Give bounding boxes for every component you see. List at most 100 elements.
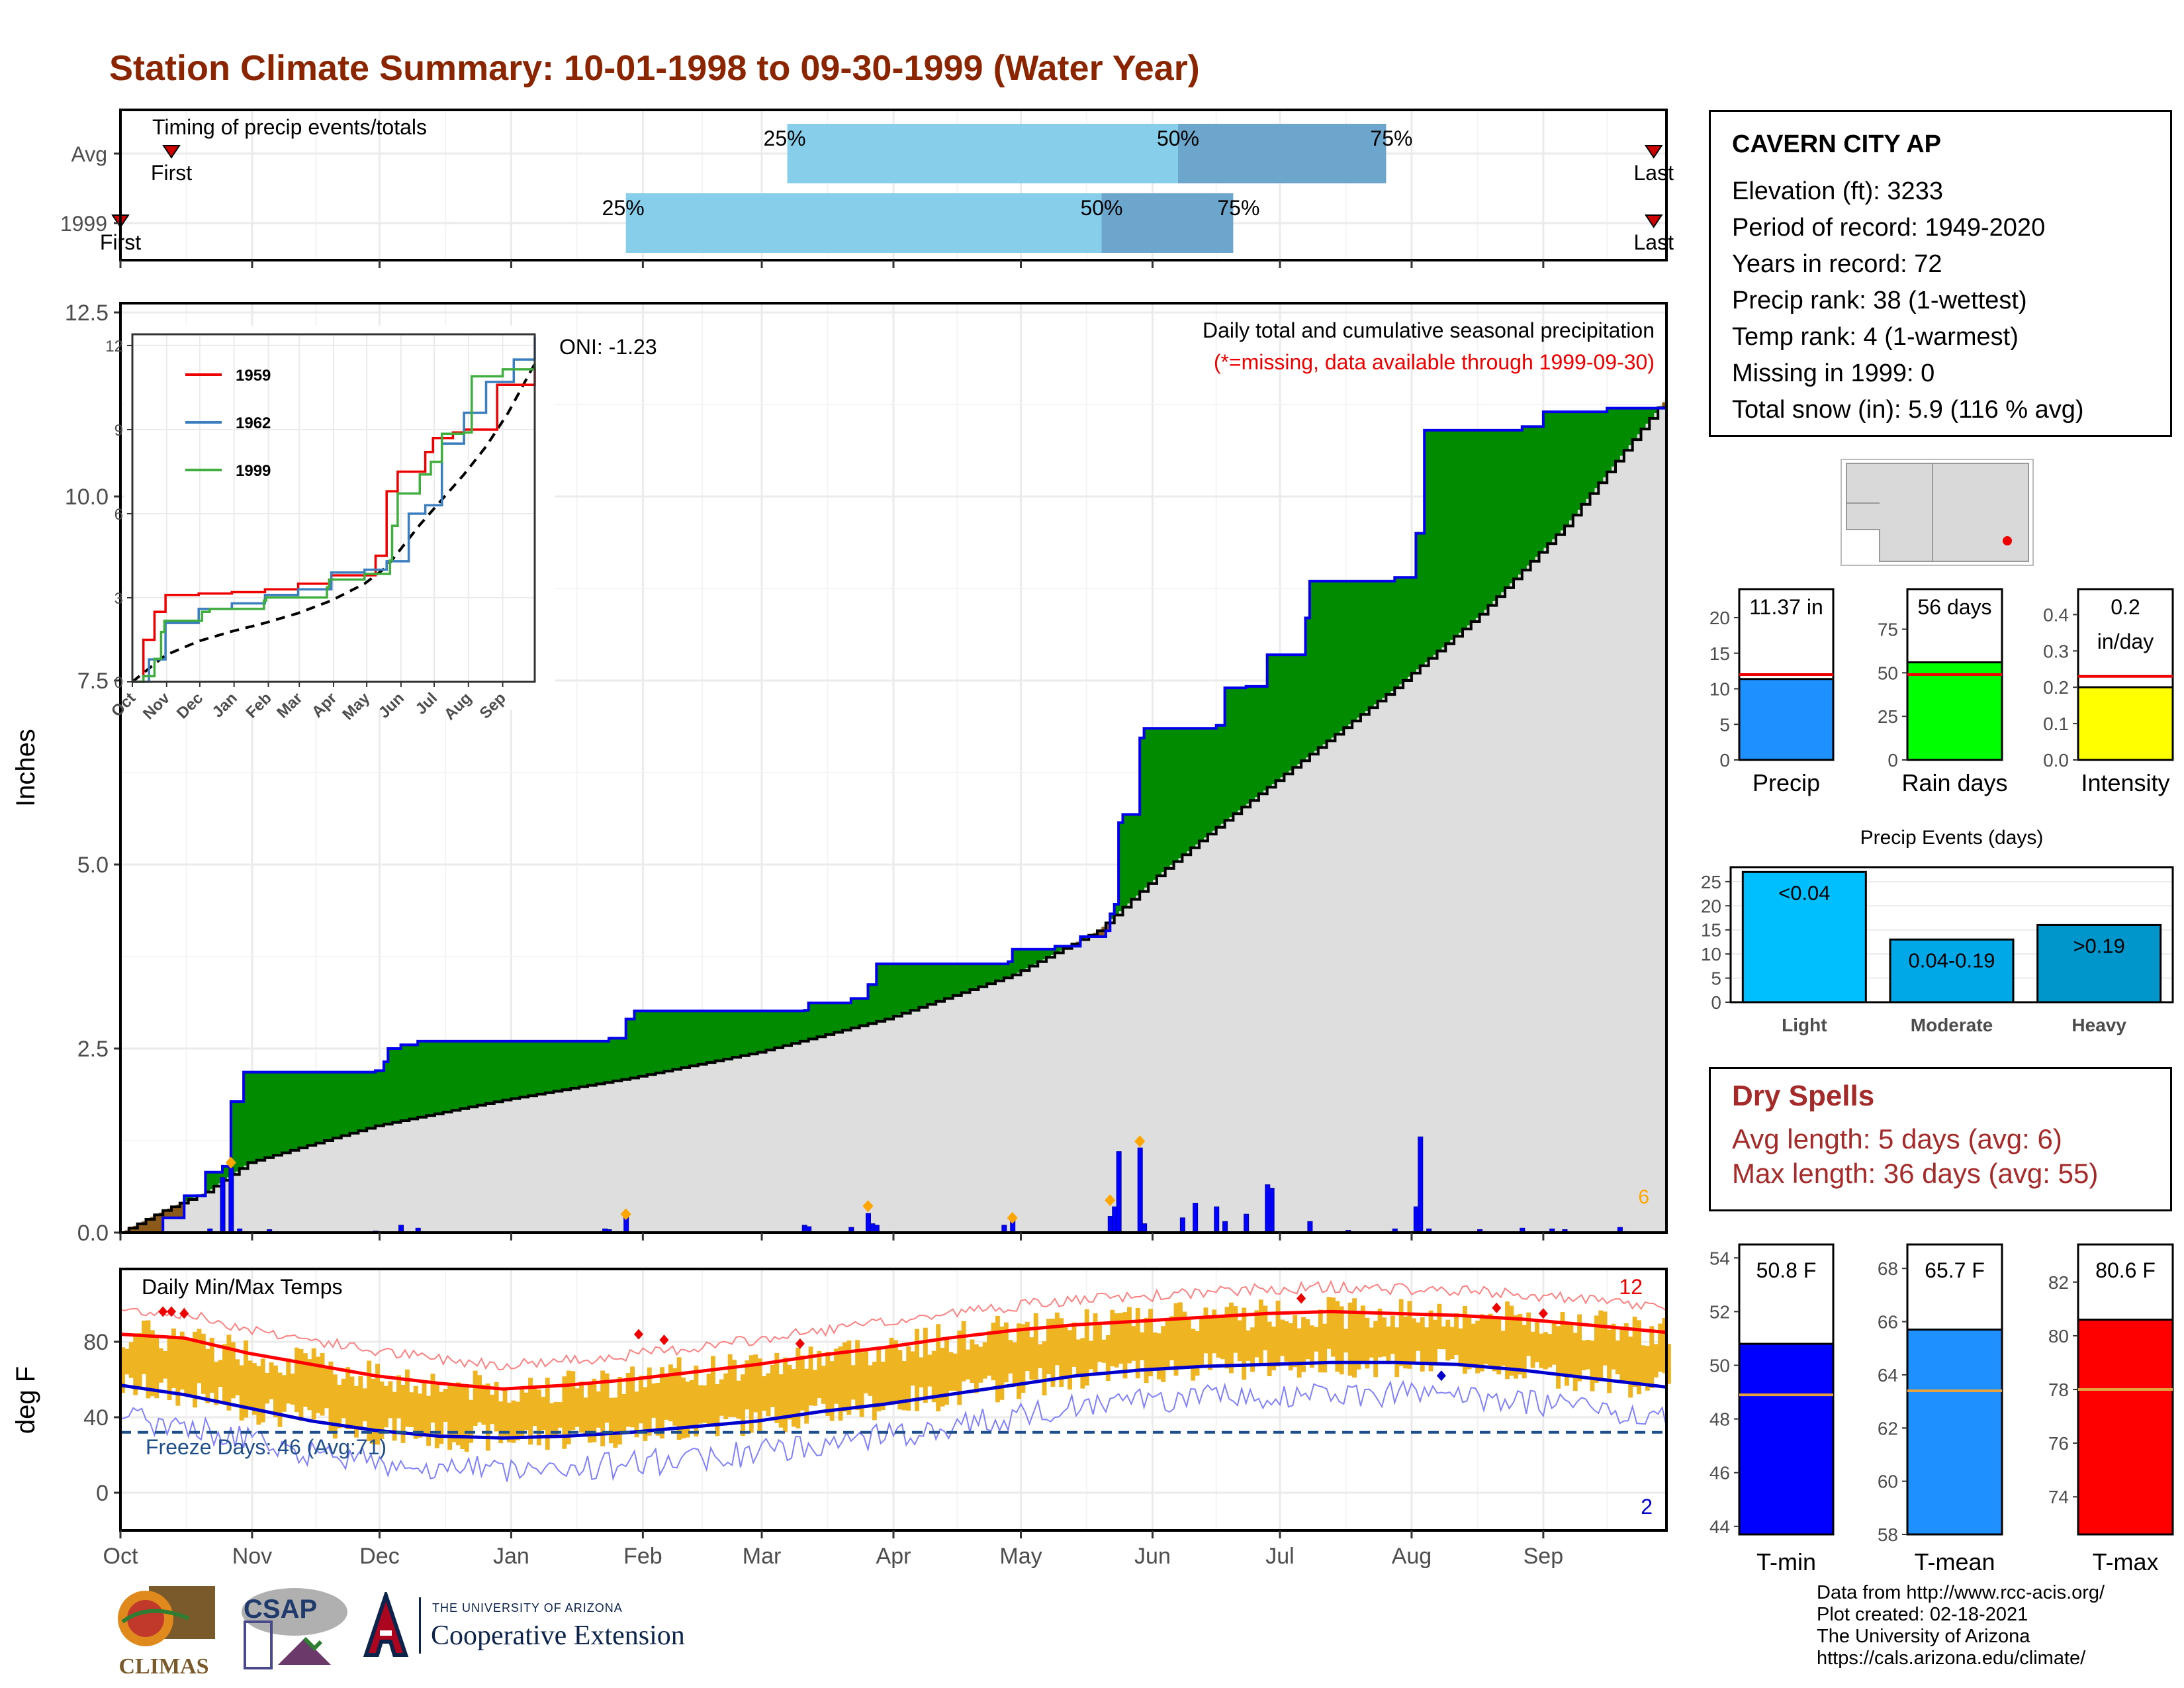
record-high-marker-0 bbox=[158, 1306, 168, 1317]
dry-spells-title: Dry Spells bbox=[1732, 1080, 1875, 1112]
record-high-marker-3 bbox=[633, 1329, 643, 1340]
record-high-marker-1 bbox=[167, 1306, 177, 1317]
summary-precip-y-tick-label-1: 0.1 bbox=[2043, 714, 2069, 734]
freeze-days-label: Freeze Days: 46 (Avg:71) bbox=[146, 1435, 387, 1459]
station-name: CAVERN CITY AP bbox=[1732, 130, 1942, 158]
summary-precip-value-label-1: in/day bbox=[2097, 630, 2154, 653]
credit-plot-date: Plot created: 02-18-2021 bbox=[1817, 1604, 2028, 1625]
station-temp-rank: Temp rank: 4 (1-warmest) bbox=[1732, 323, 2019, 351]
timing-title: Timing of precip events/totals bbox=[152, 115, 427, 139]
csap-text: CSAP bbox=[244, 1595, 318, 1624]
credit-data-source: Data from http://www.rcc-acis.org/ bbox=[1817, 1582, 2105, 1603]
credits-block: Data from http://www.rcc-acis.org/ Plot … bbox=[1817, 1582, 2105, 1669]
summary-precip-value-label-0: 0.2 bbox=[2111, 595, 2140, 619]
timing-label-25: 25% bbox=[764, 126, 806, 150]
precip-y-tick-label-2: 5.0 bbox=[77, 853, 109, 878]
month-axis-label-Dec: Dec bbox=[359, 1544, 399, 1569]
summary-precip-value-label-0: 56 days bbox=[1917, 595, 1991, 619]
summary-temp-value-label: 65.7 F bbox=[1925, 1258, 1985, 1282]
timing-label-50: 50% bbox=[1080, 196, 1122, 220]
inset-legend-label-1962: 1962 bbox=[236, 414, 271, 432]
summary-precip-y-tick-label-3: 15 bbox=[1709, 643, 1730, 664]
temp-y-tick-label-0: 0 bbox=[96, 1481, 109, 1506]
precip-y-tick-label-4: 10.0 bbox=[65, 485, 109, 510]
heavy-event-marker-2 bbox=[862, 1199, 874, 1212]
summary-temp-y-tick-label-0: 44 bbox=[1709, 1517, 1730, 1537]
heavy-event-count: 6 bbox=[1638, 1186, 1649, 1208]
summary-temp-bar bbox=[1906, 1329, 2003, 1536]
record-high-marker-7 bbox=[1492, 1302, 1502, 1313]
month-axis-label-Jan: Jan bbox=[493, 1544, 529, 1569]
precip-events-bar-heavy bbox=[2036, 923, 2162, 1004]
precip-chart-subtitle: (*=missing, data available through 1999-… bbox=[1214, 350, 1655, 374]
climas-logo: CLIMAS bbox=[109, 1582, 218, 1679]
summary-temp-y-tick-label-3: 64 bbox=[1878, 1365, 1898, 1385]
precip-events-bar-label-heavy: >0.19 bbox=[2073, 934, 2124, 957]
daily-temp-bars bbox=[120, 1297, 1671, 1452]
inset-bg bbox=[124, 326, 555, 710]
credit-url: https://cals.arizona.edu/climate/ bbox=[1817, 1648, 2086, 1669]
precip-y-tick-label-1: 2.5 bbox=[77, 1037, 109, 1062]
ua-divider bbox=[419, 1597, 421, 1654]
cumulative-1999-line bbox=[120, 395, 1668, 1234]
tmin-normal-line bbox=[120, 1360, 1667, 1440]
dry-spells-avg: Avg length: 5 days (avg: 6) bbox=[1732, 1123, 2062, 1154]
precip-events-bar-label-moderate: 0.04-0.19 bbox=[1909, 949, 1995, 972]
credit-university: The University of Arizona bbox=[1817, 1626, 2030, 1647]
climas-emblem-icon bbox=[118, 1586, 215, 1646]
surplus-area bbox=[184, 408, 1659, 1201]
summary-temp-t-min: 44 46 48 50 52 54 50.8 F T-min bbox=[1709, 1243, 1835, 1575]
avg-cumulative-area bbox=[120, 397, 1666, 1233]
summary-precip-y-tick-label-4: 0.4 bbox=[2043, 604, 2069, 625]
timing-label-25: 25% bbox=[602, 196, 645, 220]
daily-precip-bar-30 bbox=[1269, 1188, 1275, 1233]
summary-temp-y-tick-label-0: 58 bbox=[1878, 1524, 1898, 1545]
precip-events-y-tick-label-5: 25 bbox=[1701, 872, 1721, 892]
oni-label: ONI: -1.23 bbox=[559, 335, 657, 359]
csap-logo: CSAP bbox=[232, 1585, 351, 1678]
precip-events-frame bbox=[1729, 866, 2174, 1004]
summary-temp-y-tick-label-1: 60 bbox=[1878, 1472, 1898, 1492]
precip-chart-title: Daily total and cumulative seasonal prec… bbox=[1203, 318, 1655, 342]
climas-text: CLIMAS bbox=[118, 1654, 209, 1679]
summary-temp-y-tick-label-2: 78 bbox=[2048, 1380, 2069, 1400]
timing-last-marker-icon bbox=[1644, 214, 1663, 228]
precip-events-bar-label-light: <0.04 bbox=[1778, 881, 1830, 904]
summary-temp-t-mean: 58 60 62 64 66 68 65.7 F T-mean bbox=[1878, 1243, 2003, 1575]
heavy-event-marker-1 bbox=[620, 1208, 631, 1221]
record-high-marker-8 bbox=[1538, 1308, 1548, 1319]
summary-temp-y-tick-label-0: 74 bbox=[2048, 1487, 2069, 1507]
summary-temp-value-label: 80.6 F bbox=[2095, 1258, 2156, 1282]
precip-events-category-moderate: Moderate bbox=[1911, 1015, 1993, 1035]
precip-events-y-tick-label-0: 0 bbox=[1711, 992, 1721, 1013]
timing-first-label: First bbox=[151, 161, 192, 185]
inset-y-tick-label-0: 0 bbox=[114, 674, 123, 692]
summary-precip-y-tick-label-0: 0 bbox=[1719, 750, 1730, 771]
locator-map bbox=[1841, 459, 2034, 566]
timing-row-label: 1999 bbox=[60, 212, 107, 236]
summary-temp-value-label: 50.8 F bbox=[1756, 1258, 1817, 1282]
temp-chart-title: Daily Min/Max Temps bbox=[142, 1275, 342, 1299]
month-axis-label-Jun: Jun bbox=[1134, 1544, 1171, 1569]
summary-temp-t-max: 74 76 78 80 82 80.6 F T-max bbox=[2048, 1243, 2174, 1575]
daily-precip-bar-2 bbox=[228, 1167, 234, 1233]
summary-temp-y-tick-label-3: 50 bbox=[1709, 1356, 1730, 1376]
record-high-marker-2 bbox=[179, 1308, 189, 1319]
summary-precip-bar bbox=[1906, 661, 2003, 761]
precip-events-bar-light bbox=[1741, 870, 1867, 1004]
summary-precip-y-tick-label-3: 75 bbox=[1878, 620, 1898, 640]
inset-series-line-1959 bbox=[132, 367, 536, 683]
station-years: Years in record: 72 bbox=[1732, 250, 1942, 278]
record-high-count: 12 bbox=[1619, 1275, 1643, 1299]
csap-cloud-icon bbox=[242, 1588, 347, 1669]
daily-precip-bar-23 bbox=[1142, 1223, 1148, 1233]
summary-precip-y-tick-label-0: 0.0 bbox=[2043, 750, 2069, 771]
daily-precip-bar-24 bbox=[1179, 1217, 1185, 1233]
summary-temp-y-tick-label-4: 66 bbox=[1878, 1312, 1898, 1333]
avg-cumulative-line bbox=[120, 397, 1668, 1234]
timing-bar-50-75 bbox=[1101, 193, 1234, 253]
station-info-panel: CAVERN CITY AP Elevation (ft): 3233 Peri… bbox=[1709, 110, 2172, 437]
station-period: Period of record: 1949-2020 bbox=[1732, 214, 2046, 242]
